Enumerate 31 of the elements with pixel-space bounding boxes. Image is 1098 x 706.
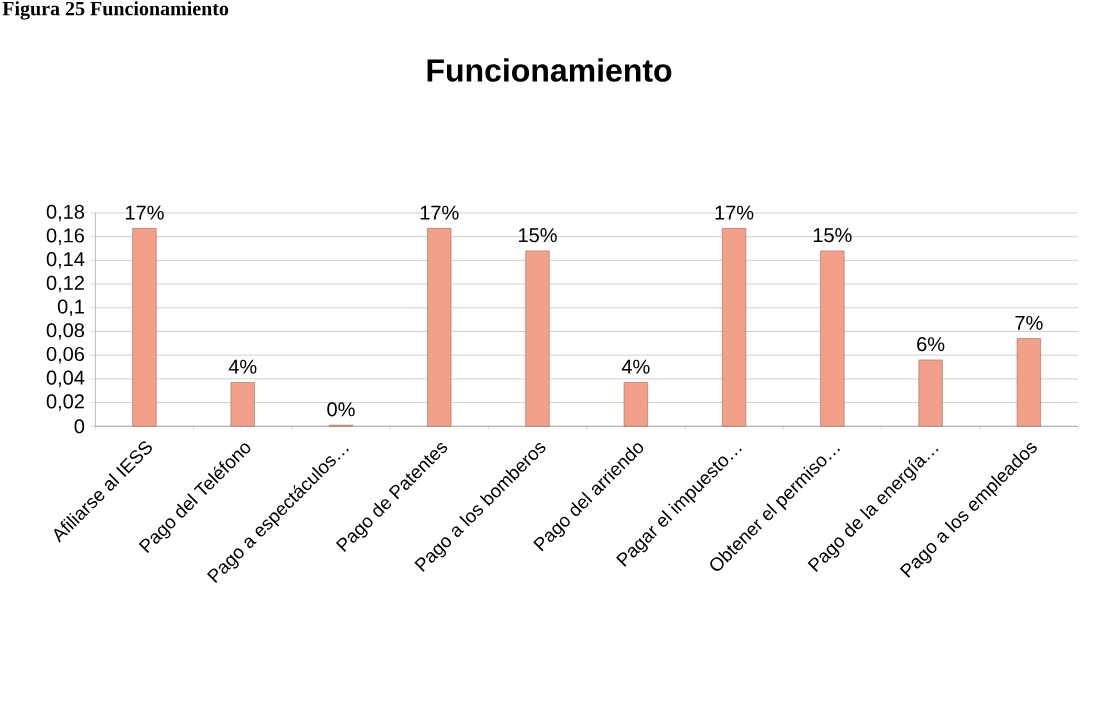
bar	[230, 382, 255, 427]
y-tick-label: 0,08	[46, 323, 85, 340]
data-label: 4%	[228, 359, 257, 374]
text: Figura 25 Funcionamiento	[2, 1, 229, 20]
y-tick-label: 0	[74, 419, 85, 434]
data-label: 15%	[813, 228, 852, 243]
bar	[525, 250, 550, 427]
bar	[623, 382, 648, 427]
bar	[722, 228, 747, 427]
y-tick-label: 0,16	[46, 228, 85, 245]
data-label: 7%	[1015, 315, 1043, 330]
data-label: 17%	[420, 205, 459, 220]
y-tick-label: 0,18	[46, 204, 85, 222]
data-label: 6%	[917, 337, 945, 352]
bar	[1016, 338, 1041, 427]
y-tick-label: 0,12	[46, 275, 84, 293]
y-tick-label: 0,06	[46, 346, 85, 364]
y-tick-label: 0,04	[46, 370, 85, 388]
bar	[427, 228, 452, 427]
data-label: 4%	[621, 359, 650, 374]
data-label: 17%	[125, 205, 164, 220]
data-label: 15%	[519, 228, 557, 243]
data-label: 0%	[327, 402, 355, 417]
y-tick-label: 0,02	[46, 394, 84, 411]
bar	[132, 228, 157, 427]
y-tick-label: 0,14	[46, 252, 85, 269]
chart-title: Funcionamiento	[427, 58, 672, 82]
y-tick-label: 0,1	[57, 299, 84, 317]
bar	[820, 250, 845, 427]
bar	[918, 359, 943, 427]
data-label: 17%	[715, 205, 754, 220]
